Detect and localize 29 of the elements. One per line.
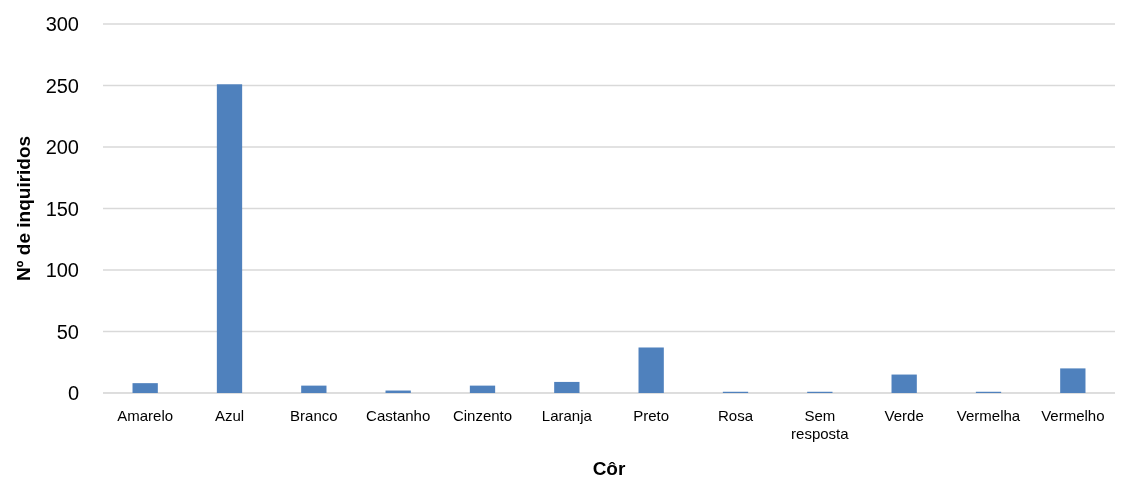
bar xyxy=(216,84,243,393)
bar xyxy=(638,347,664,393)
y-tick-label: 0 xyxy=(67,382,79,404)
x-tick-label: Castanho xyxy=(366,407,431,424)
x-axis-title: Côr xyxy=(592,458,626,479)
x-tick-label: Verde xyxy=(884,407,924,424)
x-tick-label: Branco xyxy=(290,407,338,424)
bar xyxy=(554,381,580,393)
x-tick-label: Vermelha xyxy=(956,407,1021,424)
y-tick-label: 150 xyxy=(45,197,79,220)
x-tick-label: Amarelo xyxy=(117,407,174,424)
x-tick-label: Preto xyxy=(633,407,670,424)
x-tick-label: Sem resposta xyxy=(791,407,850,442)
bar xyxy=(132,383,158,393)
y-tick-label: 300 xyxy=(45,13,79,35)
bar xyxy=(891,374,917,393)
y-tick-label: 250 xyxy=(45,74,79,97)
y-tick-label: 50 xyxy=(56,320,79,343)
x-tick-label: Vermelho xyxy=(1041,407,1105,424)
bar xyxy=(469,385,496,393)
x-tick-label: Laranja xyxy=(541,407,593,424)
bar xyxy=(1060,368,1086,393)
bar xyxy=(301,385,327,393)
x-tick-label: Azul xyxy=(214,407,245,424)
y-axis-title: Nº de inquiridos xyxy=(13,135,34,282)
x-tick-label: Rosa xyxy=(717,407,754,424)
x-tick-label: Cinzento xyxy=(452,407,513,424)
y-tick-label: 200 xyxy=(45,136,79,158)
y-tick-label: 100 xyxy=(45,259,79,281)
